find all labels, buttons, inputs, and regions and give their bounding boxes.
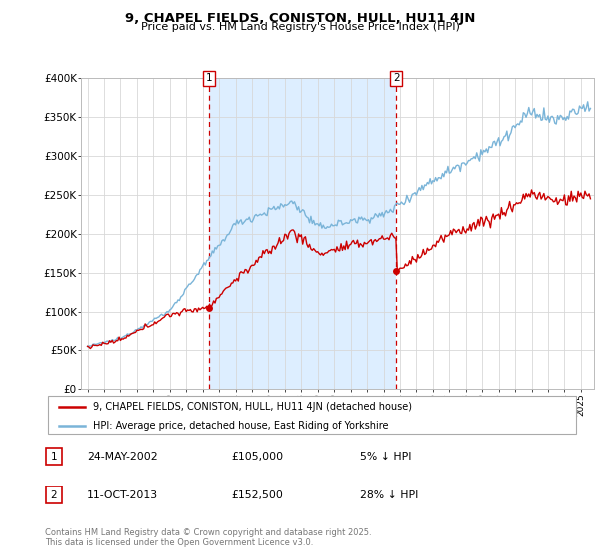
Text: 11-OCT-2013: 11-OCT-2013	[87, 490, 158, 500]
Text: 9, CHAPEL FIELDS, CONISTON, HULL, HU11 4JN (detached house): 9, CHAPEL FIELDS, CONISTON, HULL, HU11 4…	[93, 402, 412, 412]
Text: 1: 1	[50, 452, 58, 461]
Text: 2: 2	[50, 490, 58, 500]
Bar	[209, 78, 397, 389]
Text: 2: 2	[393, 73, 400, 83]
Text: HPI: Average price, detached house, East Riding of Yorkshire: HPI: Average price, detached house, East…	[93, 421, 388, 431]
Text: Price paid vs. HM Land Registry's House Price Index (HPI): Price paid vs. HM Land Registry's House …	[140, 22, 460, 32]
Text: 9, CHAPEL FIELDS, CONISTON, HULL, HU11 4JN: 9, CHAPEL FIELDS, CONISTON, HULL, HU11 4…	[125, 12, 475, 25]
Text: £105,000: £105,000	[231, 452, 283, 462]
Text: 24-MAY-2002: 24-MAY-2002	[87, 452, 158, 462]
Text: 5% ↓ HPI: 5% ↓ HPI	[360, 452, 412, 462]
FancyBboxPatch shape	[48, 396, 576, 434]
Text: Contains HM Land Registry data © Crown copyright and database right 2025.
This d: Contains HM Land Registry data © Crown c…	[45, 528, 371, 547]
FancyBboxPatch shape	[46, 487, 62, 503]
Text: £152,500: £152,500	[231, 490, 283, 500]
Text: 1: 1	[206, 73, 212, 83]
FancyBboxPatch shape	[46, 449, 62, 465]
Text: 28% ↓ HPI: 28% ↓ HPI	[360, 490, 418, 500]
